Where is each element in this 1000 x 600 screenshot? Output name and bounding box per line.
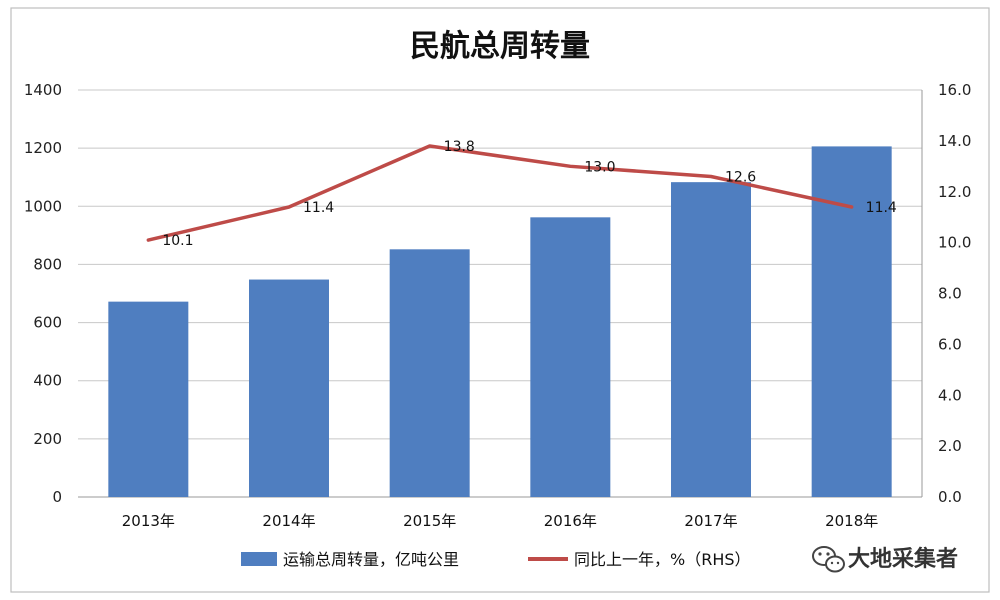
watermark: 大地采集者	[812, 546, 958, 573]
bar	[811, 146, 892, 498]
y-tick-label-left: 0	[52, 488, 62, 506]
bar	[530, 217, 611, 497]
y-tick-label-left: 1200	[24, 139, 62, 157]
x-tick-label: 2018年	[825, 512, 878, 530]
x-tick-label: 2013年	[122, 512, 175, 530]
wechat-icon	[812, 546, 845, 573]
y-tick-label-left: 400	[33, 372, 62, 390]
bar	[249, 279, 329, 497]
y-tick-label-right: 16.0	[938, 81, 971, 99]
data-label: 10.1	[162, 233, 193, 249]
axes	[78, 90, 923, 498]
legend: 运输总周转量，亿吨公里 同比上一年，%（RHS）	[241, 550, 751, 569]
data-labels: 10.1 11.4 13.8 13.0 12.6 11.4	[162, 139, 897, 249]
bar	[671, 182, 751, 497]
series-line	[146, 144, 854, 242]
x-tick-label: 2015年	[403, 512, 456, 530]
chart-title: 民航总周转量	[410, 29, 590, 64]
line-series	[146, 144, 854, 242]
legend-swatch-bar	[241, 552, 277, 566]
y-tick-label-left: 200	[33, 430, 62, 448]
y-tick-label-right: 14.0	[938, 132, 971, 150]
gridlines	[78, 89, 922, 440]
data-label: 11.4	[303, 200, 334, 216]
data-label: 12.6	[725, 169, 756, 185]
y-tick-label-right: 0.0	[938, 488, 962, 506]
y-tick-label-right: 8.0	[938, 285, 962, 303]
x-tick-label: 2016年	[544, 512, 597, 530]
y-tick-label-right: 12.0	[938, 183, 971, 201]
y-tick-label-right: 4.0	[938, 386, 962, 404]
chart-border	[10, 7, 990, 593]
left-axis-ticks: 0 200 400 600 800 1000 1200 1400	[24, 81, 62, 506]
bar	[108, 301, 189, 497]
data-label: 13.0	[584, 159, 615, 175]
legend-label-line: 同比上一年，%（RHS）	[574, 550, 751, 569]
y-tick-label-right: 6.0	[938, 335, 962, 353]
y-tick-label-right: 10.0	[938, 234, 971, 252]
bar-series	[108, 146, 892, 498]
y-tick-label-right: 2.0	[938, 437, 962, 455]
x-axis-ticks: 2013年 2014年 2015年 2016年 2017年 2018年	[122, 512, 879, 530]
x-tick-label: 2017年	[684, 512, 737, 530]
watermark-text: 大地采集者	[848, 546, 958, 572]
data-label: 13.8	[444, 139, 475, 155]
bar	[389, 249, 470, 497]
data-label: 11.4	[866, 200, 897, 216]
right-axis-ticks: 0.0 2.0 4.0 6.0 8.0 10.0 12.0 14.0 16.0	[938, 81, 971, 506]
y-tick-label-left: 1400	[24, 81, 62, 99]
y-tick-label-left: 600	[33, 314, 62, 332]
y-tick-label-left: 800	[33, 255, 62, 273]
x-tick-label: 2014年	[262, 512, 315, 530]
legend-label-bar: 运输总周转量，亿吨公里	[283, 550, 459, 569]
y-tick-label-left: 1000	[24, 197, 62, 215]
